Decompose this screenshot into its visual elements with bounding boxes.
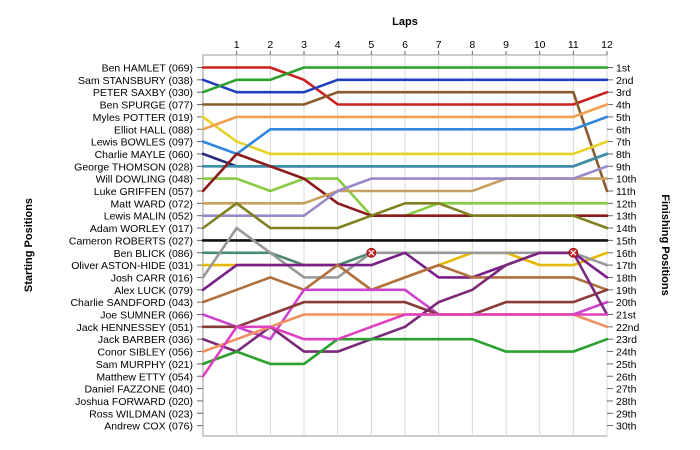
lap-tick-label: 8 [469, 39, 475, 51]
retirement-marker [366, 247, 377, 258]
series-line [201, 103, 609, 131]
driver-label: Lewis MALIN (052) [104, 211, 193, 223]
lap-tick-label: 10 [534, 39, 546, 51]
lap-tick-label: 2 [267, 39, 273, 51]
finish-position-label: 29th [616, 408, 637, 420]
series-line [201, 202, 609, 230]
finish-position-label: 26th [616, 371, 637, 383]
driver-label: Daniel FAZZONE (040) [84, 384, 193, 396]
lap-tick-label: 9 [503, 39, 509, 51]
lap-tick-label: 11 [568, 39, 579, 51]
driver-label: Jack BARBER (036) [98, 334, 193, 346]
finish-position-label: 28th [616, 396, 637, 408]
finish-position-label: 19th [616, 285, 637, 297]
finish-position-label: 27th [616, 384, 637, 396]
finish-position-label: 21st [616, 310, 636, 322]
finish-position-label: 8th [616, 149, 631, 161]
finish-position-label: 22nd [616, 322, 640, 334]
finish-position-label: 23rd [616, 334, 637, 346]
finish-position-label: 20th [616, 297, 637, 309]
lap-tick-label: 7 [436, 39, 442, 51]
series-line [201, 66, 609, 106]
series-line [201, 66, 609, 94]
driver-label: PETER SAXBY (030) [93, 87, 193, 99]
driver-label: Joe SUMNER (066) [100, 310, 193, 322]
driver-label: Joshua FORWARD (020) [75, 396, 193, 408]
lap-tick-labels: 1 2 3 4 5 6 7 8 9 10 11 12 [234, 39, 613, 55]
driver-label: Myles POTTER (019) [93, 112, 193, 124]
finish-position-label: 3rd [616, 87, 631, 99]
finish-position-label: 11th [616, 186, 636, 198]
driver-label: Ross WILDMAN (023) [89, 408, 193, 420]
finish-position-label: 2nd [616, 75, 634, 87]
driver-label: Ben SPURGE (077) [100, 100, 193, 112]
driver-label: Lewis BOWLES (097) [91, 137, 193, 149]
driver-label: Adam WORLEY (017) [90, 223, 193, 235]
finish-position-label: 1st [616, 63, 630, 75]
finish-position-label: 15th [616, 235, 637, 247]
series-line [201, 263, 609, 304]
finish-position-label: 13th [616, 211, 637, 223]
driver-label: Will DOWLING (048) [96, 174, 193, 186]
finish-position-label: 10th [616, 174, 637, 186]
finish-position-label: 7th [616, 137, 631, 149]
finish-position-label: 6th [616, 124, 631, 136]
driver-label: Ben HAMLET (069) [102, 63, 193, 75]
right-axis-title: Finishing Positions [659, 194, 671, 295]
series-line [201, 251, 373, 267]
series-line [201, 337, 609, 366]
series-line [201, 115, 609, 156]
retirement-markers [366, 247, 579, 258]
driver-label: Alex LUCK (079) [114, 285, 193, 297]
driver-label: Andrew COX (076) [104, 421, 193, 433]
finish-position-label: 30th [616, 421, 637, 433]
series-lines [201, 66, 609, 378]
driver-label: Conor SIBLEY (056) [97, 347, 193, 359]
finish-position-label: 9th [616, 161, 631, 173]
driver-label: Ben BLICK (086) [114, 248, 193, 260]
driver-label: Cameron ROBERTS (027) [69, 235, 193, 247]
driver-label: Elliot HALL (088) [114, 124, 193, 136]
series-line [201, 313, 609, 378]
finish-position-label: 5th [616, 112, 631, 124]
finish-position-label: 17th [616, 260, 637, 272]
driver-label: Oliver ASTON-HIDE (031) [71, 260, 193, 272]
series-line [201, 78, 609, 94]
finish-position-label: 12th [616, 198, 637, 210]
driver-label: Luke GRIFFEN (057) [94, 186, 193, 198]
driver-label: George THOMSON (028) [74, 161, 193, 173]
driver-label: Charlie SANDFORD (043) [70, 297, 193, 309]
lap-tick-label: 12 [601, 39, 613, 51]
driver-label: Matt WARD (072) [111, 198, 193, 210]
lap-tick-label: 4 [335, 39, 341, 51]
finish-position-label: 18th [616, 272, 637, 284]
lap-tick-label: 6 [402, 39, 408, 51]
series-line [201, 90, 609, 193]
lap-tick-label: 3 [301, 39, 307, 51]
finish-position-label: 24th [616, 347, 637, 359]
left-axis-title: Starting Positions [23, 198, 35, 292]
driver-label: Jack HENNESSEY (051) [76, 322, 193, 334]
chart-grid [197, 54, 613, 437]
finish-position-label: 4th [616, 100, 631, 112]
series-line [201, 115, 609, 156]
starting-position-labels: Ben HAMLET (069)Sam STANSBURY (038)PETER… [69, 63, 193, 433]
driver-label: Sam MURPHY (021) [96, 359, 193, 371]
finish-position-label: 14th [616, 223, 637, 235]
finish-position-label: 25th [616, 359, 637, 371]
driver-label: Josh CARR (016) [111, 272, 193, 284]
driver-label: Charlie MAYLE (060) [95, 149, 193, 161]
retirement-marker [568, 247, 579, 258]
series-line [201, 288, 609, 329]
driver-label: Matthew ETTY (054) [96, 371, 193, 383]
lap-tick-label: 5 [368, 39, 374, 51]
series-line [201, 165, 609, 217]
driver-label: Sam STANSBURY (038) [78, 75, 193, 87]
finishing-position-labels: 1st2nd3rd4th5th6th7th8th9th10th11th12th1… [616, 63, 640, 433]
finish-position-label: 16th [616, 248, 637, 260]
lap-tick-label: 1 [234, 39, 240, 51]
x-axis-title: Laps [392, 16, 418, 28]
